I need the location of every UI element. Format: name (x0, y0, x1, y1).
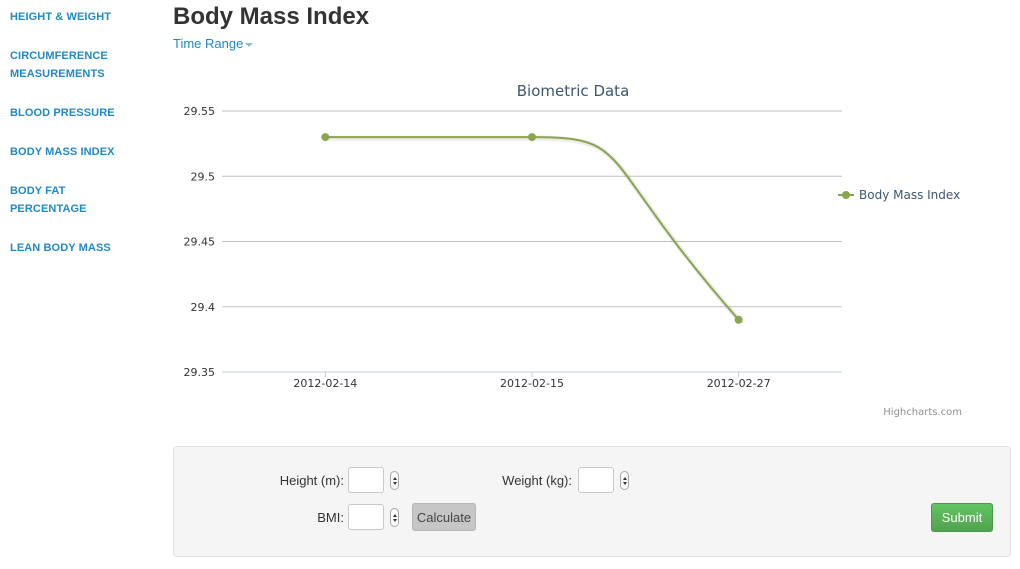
sidebar-item-body-fat-percentage[interactable]: BODY FAT PERCENTAGE (10, 185, 87, 215)
stepper-down-icon[interactable] (392, 481, 397, 485)
stepper-down-icon[interactable] (392, 518, 397, 522)
series-line[interactable] (325, 136, 740, 321)
y-tick-label: 29.5 (191, 170, 216, 183)
x-tick-label: 2012-02-15 (500, 377, 564, 390)
data-point[interactable] (528, 133, 536, 142)
bmi-stepper[interactable] (390, 508, 399, 527)
bmi-label: BMI: (317, 510, 344, 525)
x-tick-label: 2012-02-27 (707, 377, 771, 390)
y-tick-label: 29.55 (184, 105, 216, 118)
chart-title: Biometric Data (517, 82, 630, 100)
bmi-chart: Biometric Data 29.55 29.5 29.45 29.4 29.35 2… (184, 82, 963, 418)
sidebar-nav: HEIGHT & WEIGHT CIRCUMFERENCE MEASUREMEN… (10, 8, 160, 278)
chart-credits[interactable]: Highcharts.com (883, 407, 962, 418)
legend-item-label[interactable]: Body Mass Index (859, 188, 960, 202)
sidebar-item-circumference-measurements[interactable]: CIRCUMFERENCE MEASUREMENTS (10, 50, 108, 80)
sidebar-item-lean-body-mass[interactable]: LEAN BODY MASS (10, 242, 111, 254)
weight-label: Weight (kg): (502, 473, 572, 488)
data-point[interactable] (321, 133, 330, 142)
height-input[interactable] (348, 467, 384, 493)
bmi-form-panel: Height (m): Weight (kg): BMI: Calculate … (173, 446, 1011, 557)
data-point[interactable] (734, 315, 743, 324)
series-line-shadow (326, 135, 742, 323)
calculate-button[interactable]: Calculate (412, 503, 476, 531)
submit-button[interactable]: Submit (931, 503, 993, 532)
stepper-up-icon[interactable] (622, 476, 627, 480)
sidebar-item-blood-pressure[interactable]: BLOOD PRESSURE (10, 107, 115, 119)
y-axis-ticks: 29.55 29.5 29.45 29.4 29.35 (184, 105, 216, 379)
page-title: Body Mass Index (173, 3, 370, 30)
height-label: Height (m): (279, 473, 344, 488)
chart-series (321, 133, 743, 324)
chart-legend[interactable]: Body Mass Index (838, 188, 960, 202)
time-range-label: Time Range (173, 36, 244, 51)
sidebar-item-height-weight[interactable]: HEIGHT & WEIGHT (10, 11, 112, 23)
weight-stepper[interactable] (620, 471, 629, 490)
chart-grid (222, 110, 842, 373)
y-tick-label: 29.35 (184, 366, 216, 379)
legend-symbol-marker[interactable] (842, 191, 850, 199)
stepper-down-icon[interactable] (622, 481, 627, 485)
height-stepper[interactable] (390, 471, 399, 490)
x-tick-label: 2012-02-14 (293, 377, 357, 390)
bmi-input[interactable] (348, 504, 384, 530)
x-axis-ticks: 2012-02-14 2012-02-15 2012-02-27 (293, 372, 771, 390)
sidebar-item-body-mass-index[interactable]: BODY MASS INDEX (10, 146, 115, 158)
time-range-dropdown[interactable]: Time Range (173, 36, 254, 51)
caret-down-icon (245, 42, 254, 47)
y-tick-label: 29.45 (184, 236, 216, 249)
stepper-up-icon[interactable] (392, 476, 397, 480)
y-tick-label: 29.4 (191, 301, 216, 314)
weight-input[interactable] (578, 467, 614, 493)
stepper-up-icon[interactable] (392, 513, 397, 517)
